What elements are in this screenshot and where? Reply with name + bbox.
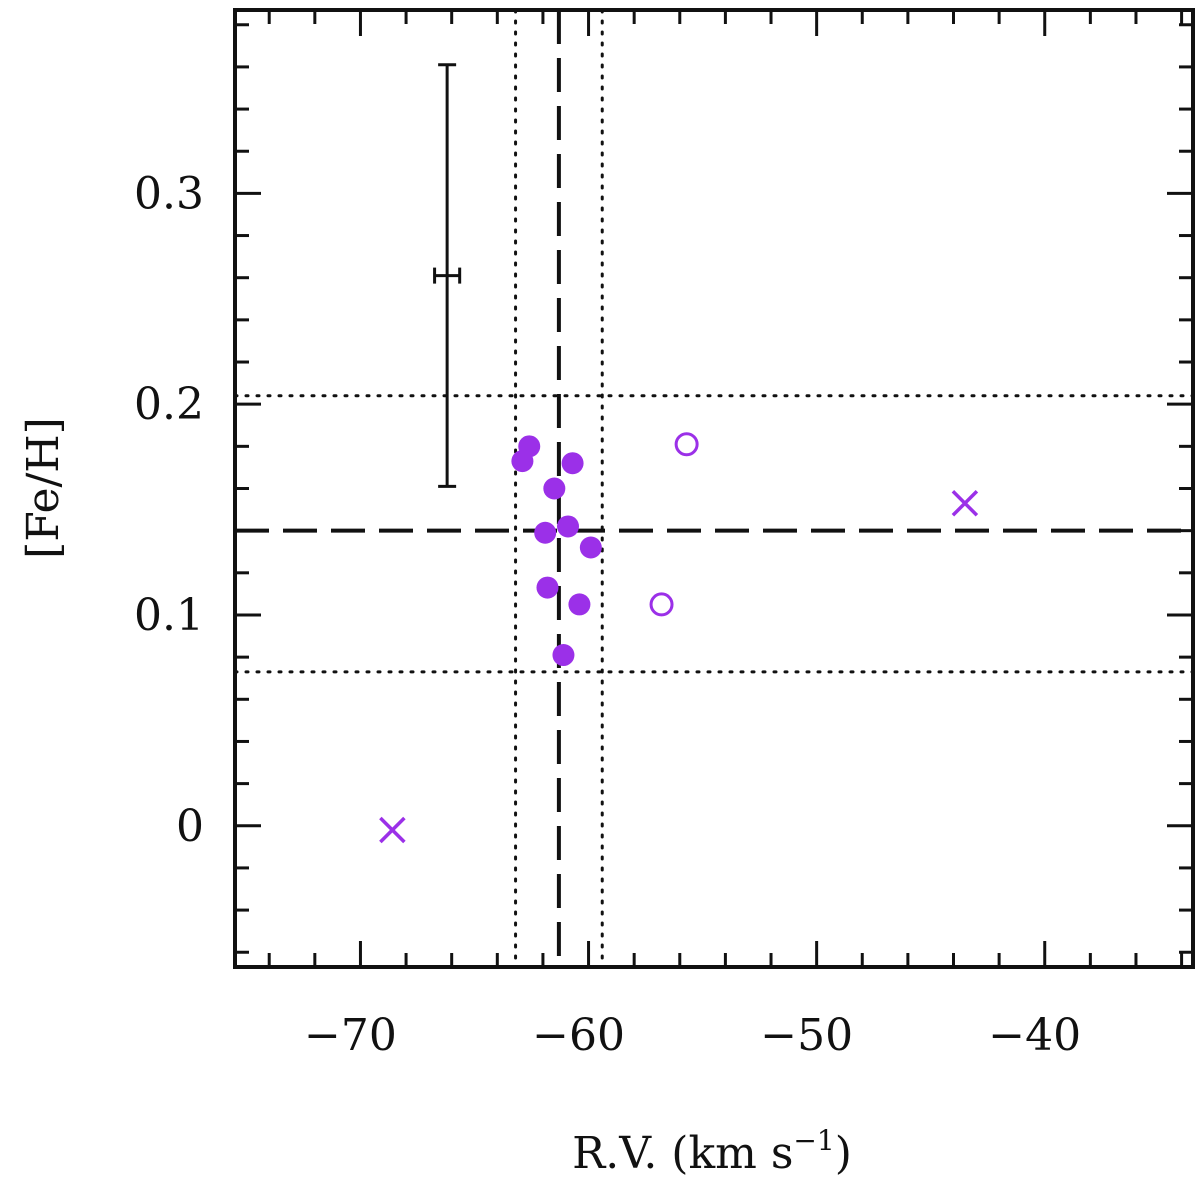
filled-circle-point	[534, 521, 557, 544]
x-axis-title-exponent: −1	[793, 1124, 834, 1157]
x-tick-label: −60	[532, 1010, 625, 1061]
open-circle-point	[674, 432, 699, 457]
cross-point	[951, 490, 979, 517]
filled-circle-point	[579, 536, 602, 559]
tick-labels: −70 −60 −50 −40 0 0.1 0.2 0.3	[134, 168, 1081, 1061]
axis-ticks	[235, 10, 1193, 967]
filled-circle-point	[511, 450, 534, 473]
x-tick-label: −50	[760, 1010, 853, 1061]
x-tick-label: −40	[988, 1010, 1081, 1061]
x-axis-title: R.V. (km s−1)	[572, 1124, 852, 1179]
y-tick-label: 0	[176, 801, 204, 852]
cross-stroke	[951, 490, 979, 517]
y-tick-label: 0.2	[134, 379, 204, 430]
open-circle-point	[649, 592, 674, 617]
cross-point	[379, 816, 406, 844]
x-tick-label: −70	[304, 1010, 397, 1061]
filled-circle-point	[536, 576, 559, 599]
x-axis-title-main: R.V. (km s	[572, 1128, 793, 1179]
cross-stroke	[379, 816, 406, 844]
y-tick-label: 0.3	[134, 168, 204, 219]
y-axis-title: [Fe/H]	[18, 417, 69, 559]
y-tick-label: 0.1	[134, 590, 204, 641]
filled-circle-point	[557, 515, 580, 538]
data-points	[379, 432, 979, 844]
plot-frame	[233, 8, 1195, 969]
filled-circle-point	[552, 644, 575, 667]
filled-circle-point	[568, 593, 591, 616]
x-axis-title-close: )	[835, 1128, 852, 1179]
reference-lines	[233, 8, 1195, 969]
error-bar	[433, 63, 462, 488]
filled-circle-point	[561, 452, 584, 475]
filled-circle-point	[543, 477, 566, 500]
